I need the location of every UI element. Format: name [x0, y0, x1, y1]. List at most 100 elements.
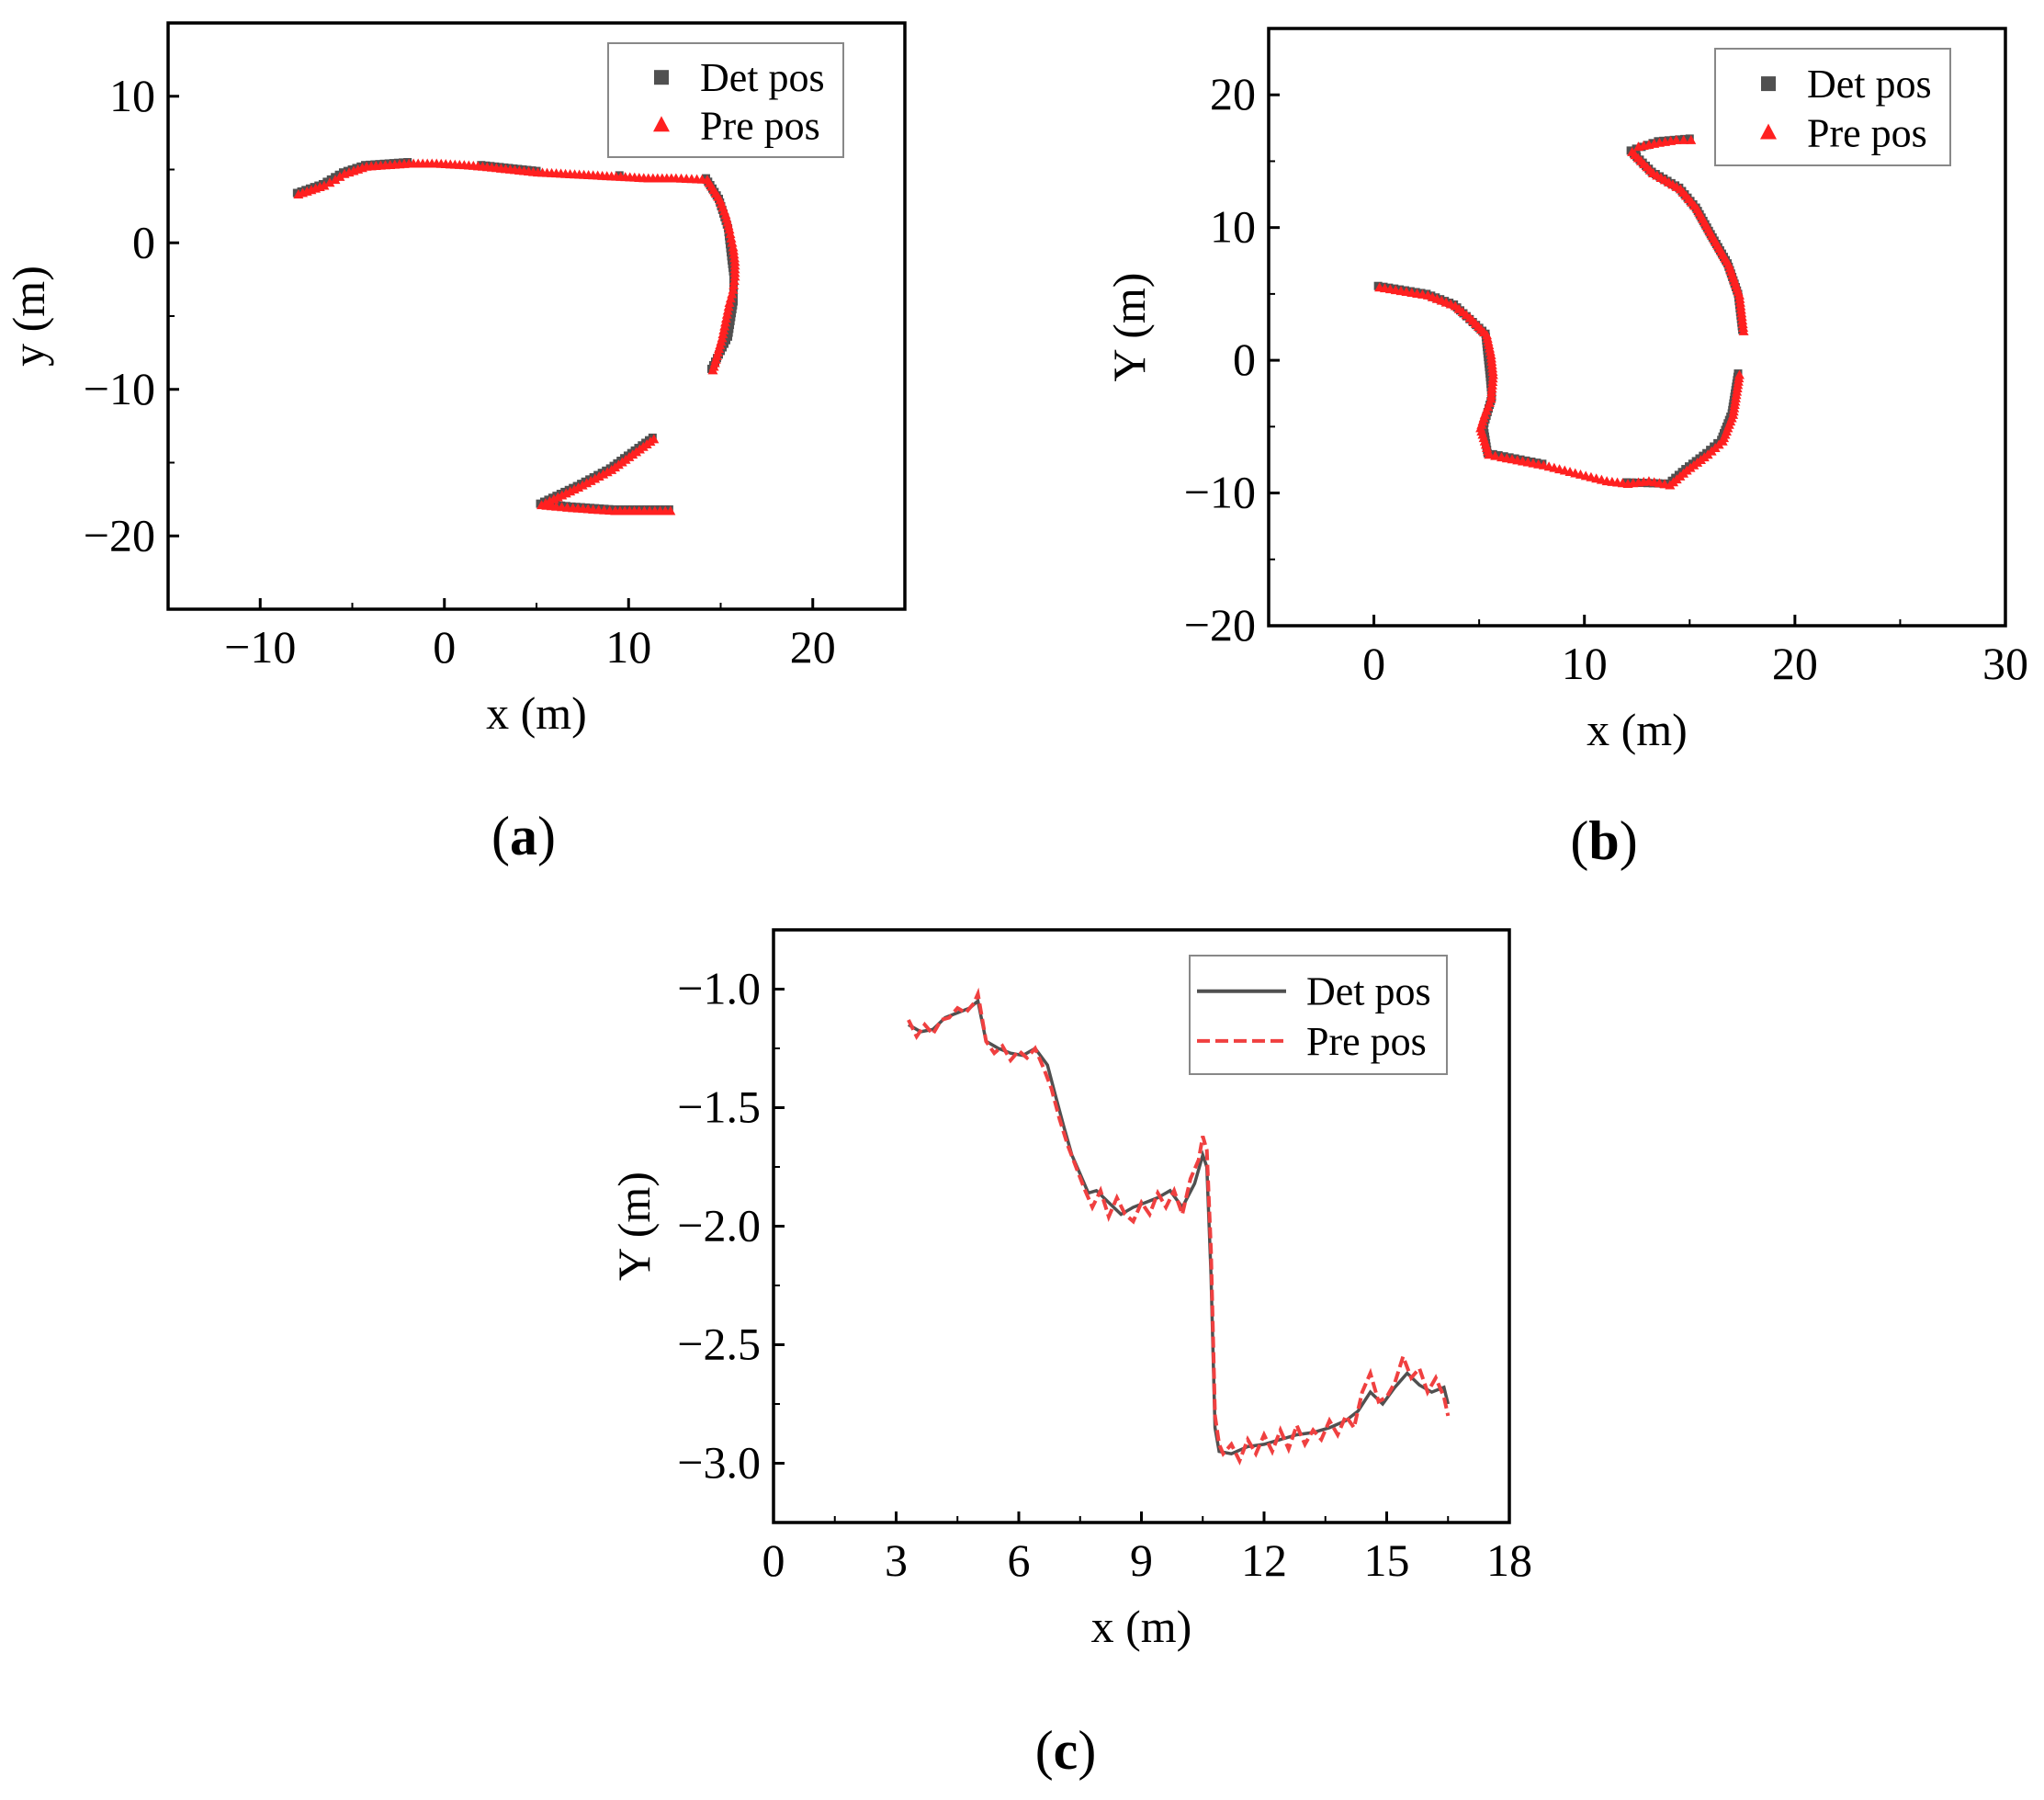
- x-tick-label: 0: [433, 621, 456, 673]
- legend-pre-label: Pre pos: [700, 103, 820, 148]
- x-tick-label: 0: [1362, 638, 1385, 689]
- pre-pos-point: [1733, 369, 1745, 379]
- plot-frame: [1267, 27, 2007, 628]
- caption-close-paren: ): [1078, 1720, 1096, 1781]
- y-tick-label: 10: [109, 70, 155, 121]
- panel-caption: (a): [491, 806, 556, 866]
- legend-pre-label: Pre pos: [1807, 110, 1927, 155]
- pre-pos-point: [1627, 146, 1638, 156]
- pre-pos-line: [907, 987, 1451, 1466]
- legend-det-label: Det pos: [1306, 969, 1431, 1014]
- det-pos-point: [1499, 452, 1508, 461]
- legend-box: [1189, 955, 1448, 1075]
- det-pos-point: [1510, 454, 1519, 463]
- pre-pos-point: [1686, 134, 1697, 144]
- panel-caption: (b): [1570, 810, 1637, 871]
- x-axis-label: x (m): [1091, 1601, 1192, 1652]
- x-tick-label: 0: [762, 1534, 785, 1586]
- legend-box: [607, 42, 844, 158]
- pre-pos-point: [1678, 134, 1689, 144]
- series-pre-pos: [293, 158, 740, 515]
- series-det-pos: [292, 158, 739, 515]
- x-tick-label: −10: [224, 621, 296, 673]
- pre-pos-point: [724, 298, 735, 308]
- legend-det-marker: [654, 70, 669, 85]
- det-pos-point: [1675, 135, 1684, 144]
- det-pos-point: [1516, 455, 1525, 464]
- pre-pos-point: [729, 271, 740, 281]
- y-tick-label: −20: [84, 509, 155, 560]
- y-tick-label: 0: [132, 216, 155, 267]
- det-pos-point: [1505, 453, 1514, 462]
- y-tick-label: −20: [1184, 599, 1256, 651]
- caption-open-paren: (: [491, 806, 510, 866]
- caption-open-paren: (: [1035, 1720, 1054, 1781]
- y-tick-label: −3.0: [677, 1437, 761, 1489]
- panel-c: 0 3 6 9 12 15 18 −1.0 −1.5 −2.0 −2.5 −3.0 x (m) Y (m)…: [608, 928, 1532, 1781]
- pre-pos-point: [720, 317, 731, 327]
- caption-close-paren: ): [537, 806, 556, 866]
- y-tick-label: 0: [1233, 334, 1256, 385]
- pre-pos-point: [728, 279, 740, 289]
- det-pos-point: [632, 505, 641, 515]
- pre-pos-point: [720, 313, 731, 323]
- pre-pos-point: [324, 177, 335, 187]
- x-tick-label: 15: [1364, 1534, 1410, 1586]
- pre-pos-point: [717, 329, 728, 339]
- caption-open-paren: (: [1570, 810, 1588, 871]
- x-tick-label: 18: [1486, 1534, 1532, 1586]
- y-tick-label: −1.5: [677, 1081, 761, 1133]
- x-tick-label: 20: [1772, 638, 1818, 689]
- legend-det-label: Det pos: [1807, 62, 1932, 107]
- det-pos-point: [627, 505, 637, 515]
- x-tick-label: 6: [1008, 1534, 1031, 1586]
- x-tick-label: 20: [790, 621, 836, 673]
- y-tick-label: −10: [1184, 467, 1256, 518]
- det-pos-line: [908, 998, 1450, 1456]
- pre-pos-point: [319, 180, 330, 190]
- pre-pos-point: [1484, 449, 1495, 459]
- series-pre-pos: [1374, 134, 1749, 490]
- det-pos-point: [1494, 451, 1503, 460]
- det-pos-point: [581, 503, 590, 512]
- caption-letter: c: [1054, 1720, 1078, 1781]
- y-tick-label: 10: [1210, 201, 1256, 253]
- legend-pre-marker: [1760, 123, 1777, 140]
- legend-pre-label: Pre pos: [1306, 1019, 1427, 1064]
- pre-pos-point: [722, 305, 733, 315]
- x-tick-label: 3: [885, 1534, 908, 1586]
- det-pos-point: [1521, 456, 1530, 465]
- caption-close-paren: ): [1620, 810, 1638, 871]
- x-tick-label: 10: [1562, 638, 1608, 689]
- x-axis-label: x (m): [486, 687, 587, 739]
- pre-pos-point: [727, 237, 738, 247]
- y-tick-label: −1.0: [677, 963, 761, 1014]
- pre-pos-point: [1671, 134, 1682, 144]
- y-tick-label: 20: [1210, 68, 1256, 119]
- x-tick-label: 12: [1241, 1534, 1287, 1586]
- pre-pos-point: [1490, 450, 1501, 460]
- pre-pos-point: [707, 365, 718, 375]
- y-axis-label: Y (m): [608, 1172, 660, 1281]
- y-tick-label: −10: [84, 363, 155, 414]
- x-tick-label: 30: [1982, 638, 2028, 689]
- x-tick-label: 10: [605, 621, 651, 673]
- y-tick-label: −2.0: [677, 1200, 761, 1251]
- x-axis-label: x (m): [1587, 704, 1688, 755]
- pre-pos-point: [724, 224, 735, 234]
- legend-box: [1714, 48, 1951, 166]
- pre-pos-point: [723, 301, 734, 311]
- y-tick-label: −2.5: [677, 1319, 761, 1370]
- legend-det-label: Det pos: [700, 55, 825, 100]
- pre-pos-point: [719, 321, 730, 331]
- legend-pre-marker: [653, 116, 670, 132]
- panel-caption: (c): [1035, 1720, 1097, 1781]
- det-pos-point: [1488, 449, 1497, 458]
- caption-letter: a: [510, 806, 537, 866]
- legend: Det pos Pre pos: [1189, 955, 1448, 1075]
- det-pos-point: [586, 504, 595, 513]
- pre-pos-point: [330, 175, 341, 185]
